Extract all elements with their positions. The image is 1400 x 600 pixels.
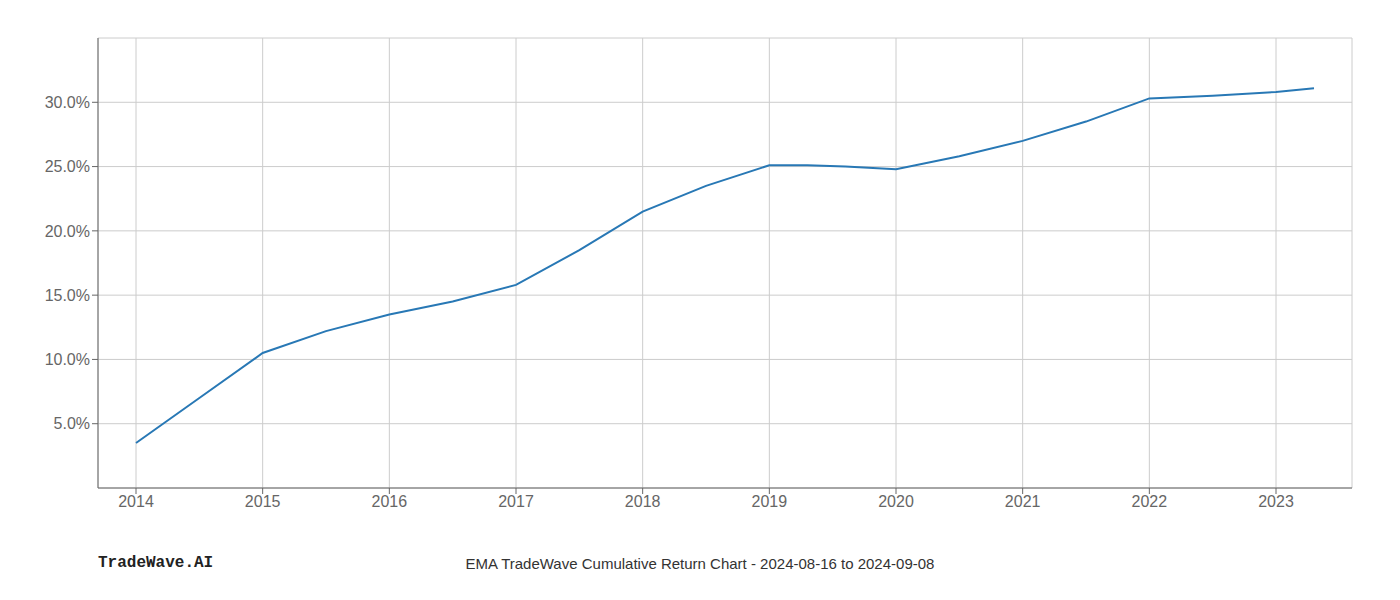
svg-text:2019: 2019	[752, 493, 788, 510]
html-text:EMA TradeWave Cumulative Retur: EMA TradeWave Cumulative Return Chart - …	[465, 555, 935, 572]
svg-text:2022: 2022	[1132, 493, 1168, 510]
svg-text:2020: 2020	[878, 493, 914, 510]
svg-text:2014: 2014	[118, 493, 154, 510]
svg-text:2021: 2021	[1005, 493, 1041, 510]
svg-text:25.0%: 25.0%	[45, 158, 90, 175]
svg-text:30.0%: 30.0%	[45, 94, 90, 111]
svg-text:2023: 2023	[1258, 493, 1294, 510]
svg-text:2018: 2018	[625, 493, 661, 510]
svg-text:10.0%: 10.0%	[45, 351, 90, 368]
svg-text:15.0%: 15.0%	[45, 287, 90, 304]
svg-text:2017: 2017	[498, 493, 534, 510]
svg-text:2016: 2016	[372, 493, 408, 510]
svg-text:20.0%: 20.0%	[45, 223, 90, 240]
svg-text:5.0%: 5.0%	[54, 415, 90, 432]
html-text:TradeWave.AI: TradeWave.AI	[98, 554, 214, 572]
svg-text:2015: 2015	[245, 493, 281, 510]
